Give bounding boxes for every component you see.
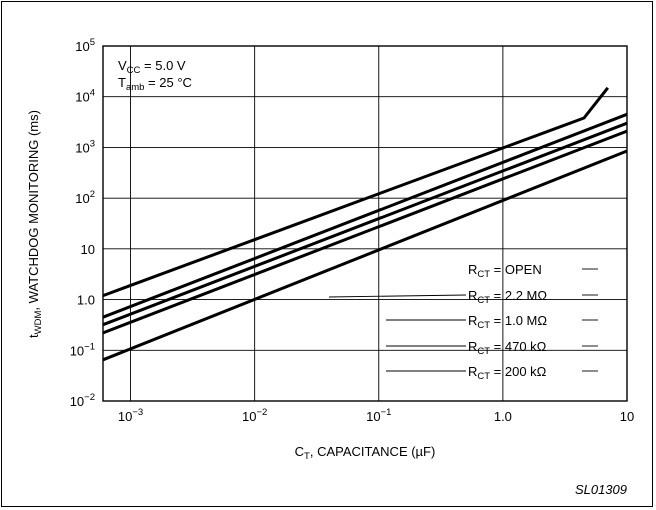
y-axis-label: tWDM, WATCHDOG MONITORING (ms): [26, 110, 44, 338]
series-line-3: [102, 129, 628, 335]
figure-id: SL01309: [575, 482, 627, 497]
series-line-2: [102, 121, 628, 327]
annotations: CT, CAPACITANCE (µF) tWDM, WATCHDOG MONIT…: [26, 58, 627, 497]
series-lines: [102, 86, 628, 362]
x-axis-label: CT, CAPACITANCE (µF): [295, 444, 436, 462]
legend-leader-1: [328, 294, 467, 298]
legend-label-2: RCT = 1.0 MΩ: [468, 313, 547, 331]
x-tick-label: 10−3: [118, 407, 143, 424]
x-tick-label: 10: [620, 409, 634, 424]
plot-area: [102, 45, 628, 402]
series-line-1: [102, 112, 628, 319]
x-tick-label: 1.0: [494, 409, 512, 424]
y-tick-label: 103: [75, 138, 95, 155]
tick-labels: 10−2 10−1 1.0 10 102 103 104 105 10−3 10−2 10−1 1.0…: [70, 37, 635, 424]
y-tick-label: 10: [81, 242, 95, 257]
y-tick-label: 104: [75, 88, 95, 105]
legend-label-0: RCT = OPEN: [468, 262, 542, 280]
x-tick-label: 10−1: [366, 407, 391, 424]
y-tick-label: 10−1: [70, 341, 95, 358]
legend-label-4: RCT = 200 kΩ: [468, 364, 547, 382]
x-tick-label: 10−2: [242, 407, 267, 424]
y-tick-label: 10−2: [70, 392, 95, 409]
series-line-0: [102, 86, 609, 298]
condition-label-1: Tamb = 25 °C: [118, 75, 192, 93]
legend-label-1: RCT = 2.2 MΩ: [468, 288, 547, 306]
series-line-4: [102, 149, 628, 362]
y-tick-label: 105: [75, 37, 95, 54]
y-tick-label: 1.0: [77, 293, 95, 308]
legend-label-3: RCT = 470 kΩ: [468, 339, 547, 357]
condition-label-0: VCC = 5.0 V: [118, 58, 186, 76]
y-tick-label: 102: [75, 189, 95, 206]
